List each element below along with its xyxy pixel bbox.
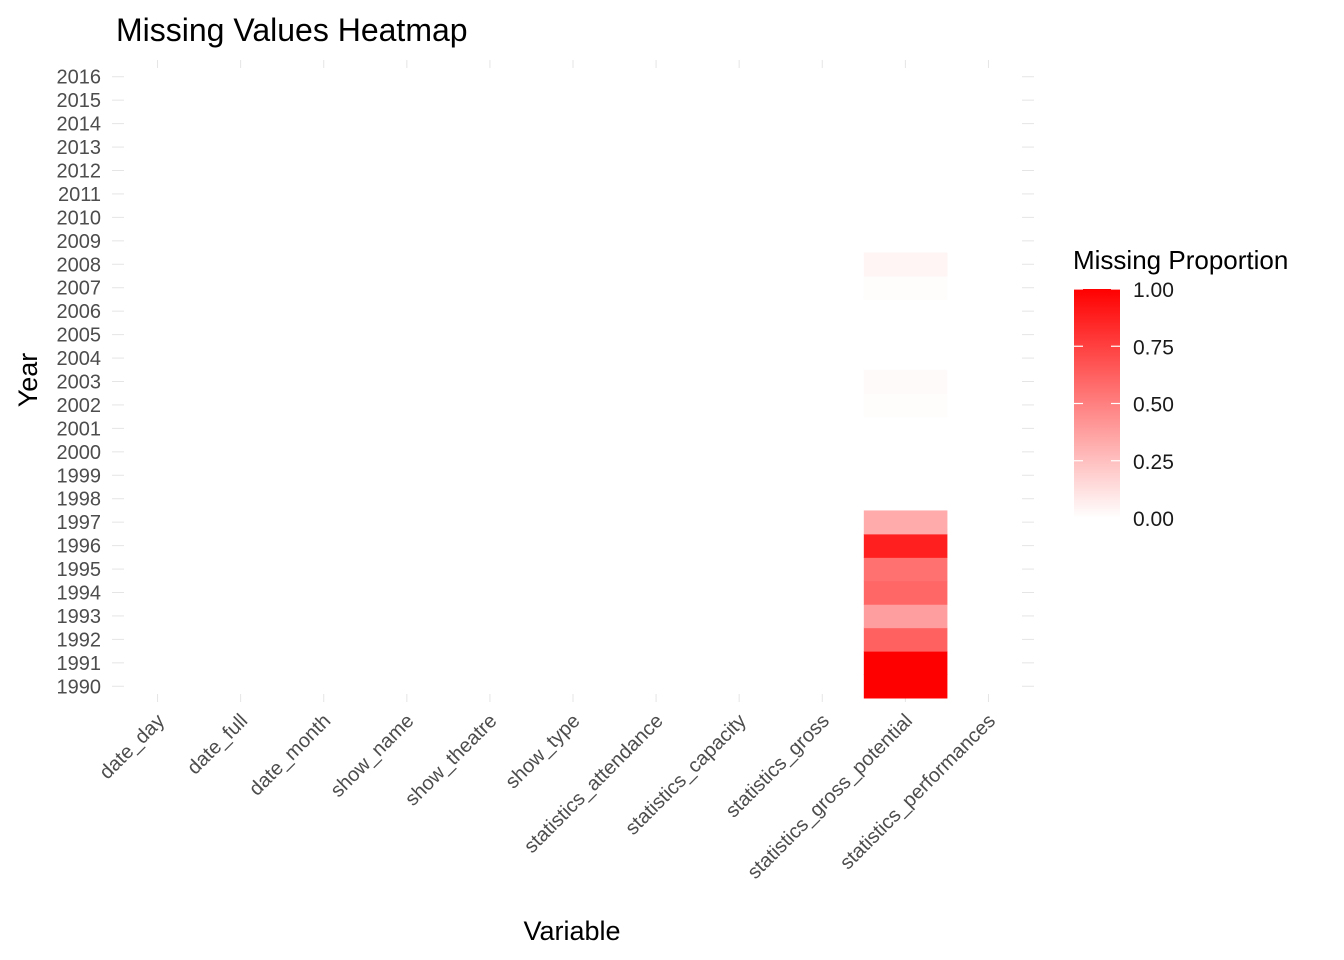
heatmap-cell <box>863 533 948 558</box>
x-tick-label: statistics_attendance <box>520 710 668 858</box>
heatmap-cell <box>863 369 948 394</box>
heatmap-cells <box>863 252 948 699</box>
y-tick-label: 2013 <box>57 137 102 159</box>
y-axis-ticks <box>112 76 1034 687</box>
y-tick-label: 1998 <box>57 489 102 511</box>
y-tick-label: 1991 <box>57 653 102 675</box>
x-tick-label: statistics_gross_potential <box>743 710 917 884</box>
legend-title: Missing Proportion <box>1073 245 1288 275</box>
heatmap-cell <box>863 651 948 676</box>
x-tick-label: show_name <box>327 710 419 802</box>
heatmap-cell <box>863 557 948 582</box>
heatmap-cell <box>863 674 948 699</box>
x-tick-label: statistics_performances <box>836 710 1000 874</box>
y-tick-label: 1996 <box>57 536 102 558</box>
y-tick-label: 1992 <box>57 629 102 651</box>
heatmap-cell <box>863 627 948 652</box>
x-axis-title: Variable <box>523 916 620 946</box>
heatmap-cell <box>863 510 948 535</box>
y-tick-label: 2007 <box>57 278 102 300</box>
y-tick-label: 2005 <box>57 325 102 347</box>
y-tick-label: 2014 <box>57 114 102 136</box>
heatmap-cell <box>863 580 948 605</box>
x-tick-label: date_full <box>183 710 252 779</box>
y-tick-label: 1995 <box>57 559 102 581</box>
y-tick-label: 2011 <box>58 184 101 206</box>
y-tick-label: 2002 <box>57 395 102 417</box>
y-axis-title: Year <box>13 353 43 408</box>
x-tick-label: date_day <box>95 710 169 784</box>
y-tick-label: 2004 <box>57 348 102 370</box>
y-tick-label: 2015 <box>57 90 102 112</box>
y-tick-label: 1997 <box>57 512 102 534</box>
y-tick-label: 2016 <box>57 67 102 89</box>
y-tick-label: 2000 <box>57 442 102 464</box>
legend-tick-label: 0.00 <box>1133 508 1174 531</box>
y-tick-label: 2003 <box>57 372 102 394</box>
legend-tick-label: 0.25 <box>1133 451 1174 474</box>
color-legend: Missing Proportion 1.00 0.75 0.50 0.25 0.00 <box>1073 245 1288 531</box>
y-tick-label: 1999 <box>57 465 102 487</box>
x-tick-label: date_month <box>245 710 335 800</box>
y-tick-label: 2010 <box>57 207 102 229</box>
chart-title: Missing Values Heatmap <box>116 12 468 48</box>
heatmap-cell <box>863 604 948 629</box>
legend-ticks: 1.00 0.75 0.50 0.25 0.00 <box>1074 279 1174 531</box>
heatmap-cell <box>863 276 948 300</box>
y-tick-label: 2001 <box>57 418 102 440</box>
y-tick-label: 2012 <box>57 161 102 183</box>
y-axis-labels: 1990199119921993199419951996199719981999… <box>57 67 102 699</box>
y-tick-label: 2006 <box>57 301 102 323</box>
y-tick-label: 1993 <box>57 606 102 628</box>
y-tick-label: 2008 <box>57 254 102 276</box>
y-tick-label: 1994 <box>57 583 102 605</box>
heatmap-cell <box>863 393 948 418</box>
x-axis-ticks <box>157 60 989 702</box>
x-tick-label: show_type <box>501 710 584 793</box>
legend-tick-label: 1.00 <box>1133 279 1174 302</box>
y-tick-label: 1990 <box>57 676 102 698</box>
legend-tick-label: 0.75 <box>1133 336 1174 359</box>
y-tick-label: 2009 <box>57 231 102 253</box>
heatmap-cell <box>863 252 948 277</box>
legend-tick-label: 0.50 <box>1133 394 1174 417</box>
